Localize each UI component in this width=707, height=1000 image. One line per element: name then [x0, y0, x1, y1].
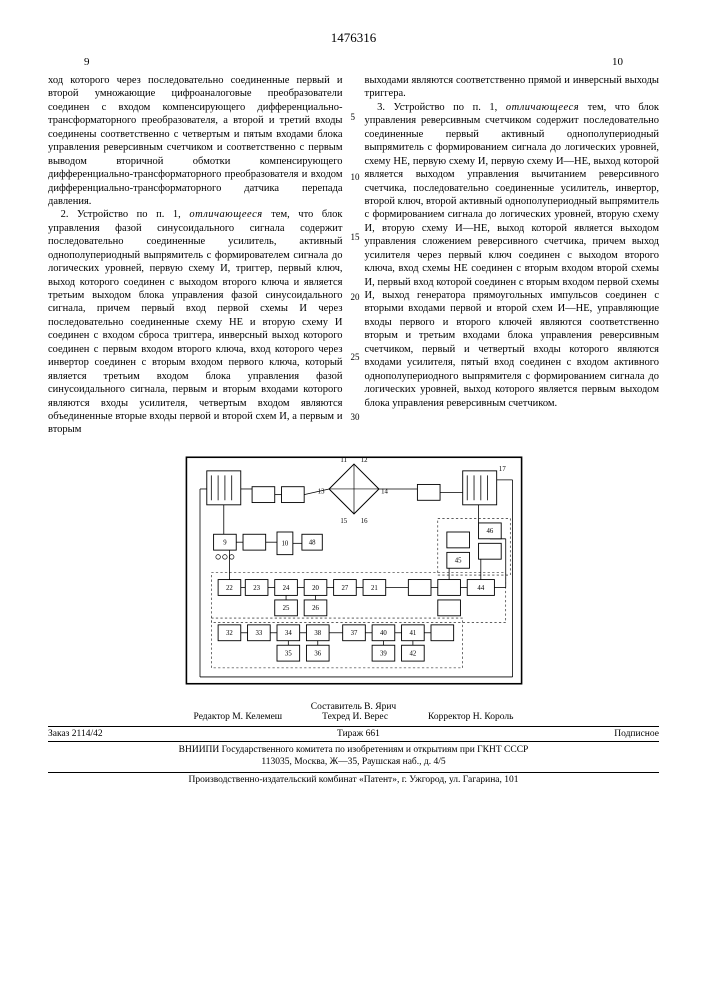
svg-text:33: 33	[255, 630, 262, 637]
page-number-left: 9	[84, 56, 90, 68]
svg-text:12: 12	[360, 457, 367, 464]
svg-text:42: 42	[409, 650, 416, 657]
svg-text:37: 37	[350, 630, 357, 637]
svg-text:38: 38	[314, 630, 321, 637]
svg-text:27: 27	[341, 585, 348, 592]
svg-text:23: 23	[253, 585, 260, 592]
svg-text:44: 44	[477, 585, 484, 592]
page-root: 1476316 9 10 ход которого через последов…	[0, 0, 707, 810]
svg-text:22: 22	[226, 585, 233, 592]
svg-text:32: 32	[226, 630, 233, 637]
line-mark-15: 15	[351, 232, 360, 244]
circuit-svg: 11 12 13 14 15 16 17 9 10 48 46 45 22 23 24 20 27 21 44 25 2…	[184, 455, 524, 686]
line-mark-10: 10	[351, 172, 360, 184]
svg-text:34: 34	[284, 630, 291, 637]
claim-3-rest: тем, что блок управления реверсивным сче…	[365, 102, 660, 409]
svg-text:20: 20	[312, 585, 319, 592]
line-mark-30: 30	[351, 412, 360, 424]
svg-text:45: 45	[454, 557, 461, 564]
svg-text:35: 35	[284, 650, 291, 657]
column-left: ход которого через последовательно соеди…	[48, 74, 343, 437]
editor: Редактор М. Келемеш	[194, 712, 283, 722]
claim-2-rest: тем, что блок управления фазой синусоида…	[48, 209, 343, 435]
tech-editor: Техред И. Верес	[322, 712, 388, 722]
svg-text:26: 26	[312, 605, 319, 612]
tirazh: Тираж 661	[337, 729, 380, 739]
text-columns: ход которого через последовательно соеди…	[48, 74, 659, 437]
divider	[48, 772, 659, 773]
page-number-right: 10	[612, 56, 623, 68]
left-para-2: 2. Устройство по п. 1, отличающееся тем,…	[48, 208, 343, 436]
line-mark-25: 25	[351, 352, 360, 364]
claim-3-em: отличающееся	[506, 102, 579, 113]
svg-text:24: 24	[282, 585, 289, 592]
svg-text:16: 16	[360, 518, 367, 525]
subscribe: Подписное	[614, 729, 659, 739]
corrector: Корректор Н. Король	[428, 712, 513, 722]
claim-2-lead: 2. Устройство по п. 1,	[61, 209, 190, 220]
svg-text:17: 17	[498, 466, 505, 473]
svg-text:36: 36	[314, 650, 321, 657]
right -para-1: выходами являются соответственно прямой …	[365, 74, 660, 101]
svg-text:11: 11	[340, 457, 347, 464]
svg-text:41: 41	[409, 630, 416, 637]
svg-text:9: 9	[223, 539, 227, 546]
claim-3-lead: 3. Устройство по п. 1,	[377, 102, 506, 113]
svg-text:48: 48	[308, 539, 315, 546]
org2: Производственно-издательский комбинат «П…	[48, 775, 659, 787]
svg-text:46: 46	[486, 528, 493, 535]
org1: ВНИИПИ Государственного комитета по изоб…	[48, 745, 659, 757]
svg-text:13: 13	[317, 488, 324, 495]
svg-text:25: 25	[282, 605, 289, 612]
svg-text:14: 14	[381, 488, 388, 495]
svg-text:21: 21	[370, 585, 377, 592]
svg-text:40: 40	[380, 630, 387, 637]
pub-row: Заказ 2114/42 Тираж 661 Подписное	[48, 726, 659, 742]
svg-text:39: 39	[380, 650, 387, 657]
org1-addr: 113035, Москва, Ж—35, Раушская наб., д. …	[48, 757, 659, 769]
column-right: 5 10 15 20 25 30 выходами являются соотв…	[365, 74, 660, 437]
circuit-figure: 11 12 13 14 15 16 17 9 10 48 46 45 22 23 24 20 27 21 44 25 2…	[184, 455, 524, 686]
line-mark-20: 20	[351, 292, 360, 304]
order-number: Заказ 2114/42	[48, 729, 103, 739]
credits-row-1: Редактор М. Келемеш Техред И. Верес Корр…	[48, 712, 659, 722]
claim-2-em: отличающееся	[189, 209, 262, 220]
right-para-2: 3. Устройство по п. 1, отличающееся тем,…	[365, 101, 660, 410]
svg-text:10: 10	[281, 540, 288, 547]
publisher-info: ВНИИПИ Государственного комитета по изоб…	[48, 745, 659, 787]
composer-line: Составитель В. Ярич	[48, 702, 659, 712]
left-para-1: ход которого через последовательно соеди…	[48, 74, 343, 208]
credits-block: Составитель В. Ярич Редактор М. Келемеш …	[48, 702, 659, 787]
page-number-row: 9 10	[84, 56, 623, 68]
document-number: 1476316	[48, 30, 659, 46]
line-mark-5: 5	[351, 112, 356, 124]
svg-text:15: 15	[340, 518, 347, 525]
